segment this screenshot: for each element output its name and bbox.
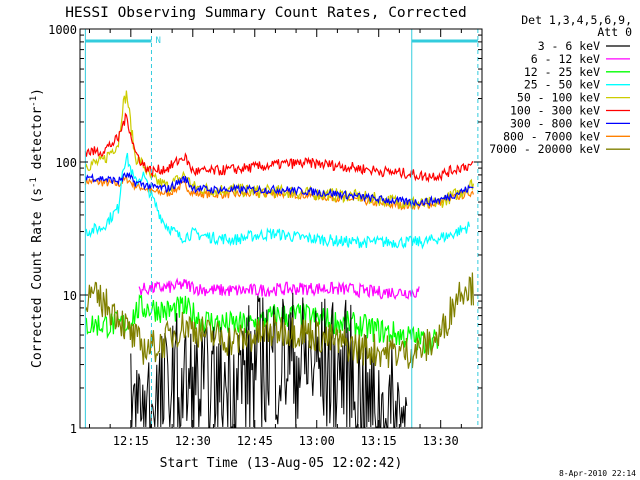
series-line-8 bbox=[84, 272, 474, 369]
y-axis-label-main: Corrected Count Rate (s bbox=[30, 188, 45, 368]
chart-title: HESSI Observing Summary Count Rates, Cor… bbox=[65, 5, 467, 21]
legend-entry: 25 - 50 keV bbox=[524, 78, 630, 92]
legend-header-line2: Att 0 bbox=[597, 25, 632, 39]
axes: 1 10 100 1000 12:15 12:30 12:45 13:00 13:15 13:30 bbox=[48, 23, 483, 448]
legend-entry-label: 800 - 7000 keV bbox=[503, 129, 600, 143]
x-tick-label: 13:00 bbox=[299, 434, 335, 448]
x-tick-label: 13:15 bbox=[361, 434, 397, 448]
legend-entry-label: 6 - 12 keV bbox=[531, 52, 600, 66]
legend-entry: 100 - 300 keV bbox=[510, 104, 630, 118]
y-axis-label-sup1: -1 bbox=[29, 177, 39, 188]
y-axis-label-end: ) bbox=[30, 88, 45, 96]
series-line-4 bbox=[84, 90, 474, 210]
x-axis-label: Start Time (13-Aug-05 12:02:42) bbox=[160, 456, 403, 471]
series-line-1 bbox=[138, 277, 420, 300]
series-line-5 bbox=[84, 112, 474, 184]
legend-entry: 50 - 100 keV bbox=[517, 91, 630, 105]
y-tick-label: 1 bbox=[70, 422, 77, 436]
annotations: N bbox=[84, 29, 479, 428]
series-line-0 bbox=[130, 292, 408, 429]
night-marker-label: N bbox=[155, 36, 160, 46]
x-tick-label: 12:45 bbox=[237, 434, 273, 448]
legend-entry: 3 - 6 keV bbox=[538, 39, 630, 53]
y-tick-label: 1000 bbox=[48, 23, 77, 37]
y-tick-label: 100 bbox=[55, 156, 77, 170]
legend-header-line1: Det 1,3,4,5,6,9, bbox=[521, 13, 632, 27]
footer-date: 8-Apr-2010 22:14 bbox=[559, 469, 636, 478]
legend-entry-label: 100 - 300 keV bbox=[510, 104, 600, 118]
legend-entry-label: 25 - 50 keV bbox=[524, 78, 600, 92]
x-tick-label: 13:30 bbox=[423, 434, 459, 448]
legend-entry: 6 - 12 keV bbox=[531, 52, 630, 66]
legend-entry: 800 - 7000 keV bbox=[503, 129, 630, 143]
series-layer bbox=[84, 90, 474, 429]
legend-entry-label: 12 - 25 keV bbox=[524, 65, 600, 79]
series-line-6 bbox=[84, 171, 474, 208]
y-tick-label: 10 bbox=[63, 289, 77, 303]
y-axis-label-mid: detector bbox=[30, 107, 45, 178]
x-tick-label: 12:30 bbox=[175, 434, 211, 448]
legend-entry-label: 7000 - 20000 keV bbox=[489, 142, 600, 156]
legend-entry-label: 50 - 100 keV bbox=[517, 91, 600, 105]
plot-frame bbox=[79, 28, 483, 429]
legend-entry: 12 - 25 keV bbox=[524, 65, 630, 79]
x-tick-label: 12:15 bbox=[113, 434, 149, 448]
legend-entry-label: 300 - 800 keV bbox=[510, 116, 600, 130]
series-line-3 bbox=[84, 152, 470, 250]
legend-entry: 300 - 800 keV bbox=[510, 116, 630, 130]
y-axis-label-sup2: -1 bbox=[29, 96, 39, 107]
legend-entry-label: 3 - 6 keV bbox=[538, 39, 600, 53]
y-axis-label: Corrected Count Rate (s-1 detector-1) bbox=[29, 88, 45, 368]
legend-entry: 7000 - 20000 keV bbox=[489, 142, 630, 156]
